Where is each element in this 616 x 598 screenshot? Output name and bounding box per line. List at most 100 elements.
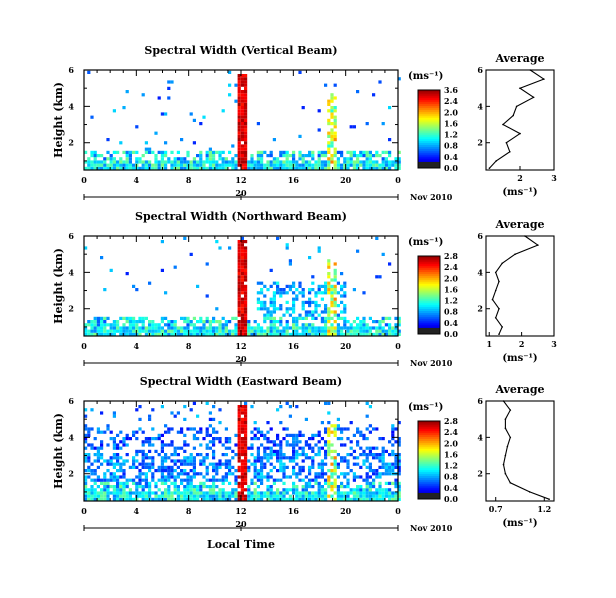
heatmap-cell [96,160,100,164]
heatmap-cell [317,128,321,132]
heatmap-cell [103,485,107,489]
heatmap-cell [160,405,164,409]
heatmap-cell [84,481,88,485]
heatmap-cell [234,163,238,167]
heatmap-cell [215,437,219,441]
heatmap-cell [170,440,174,444]
average-point [494,317,497,319]
heatmap-cell [205,456,209,460]
heatmap-cell [365,414,369,418]
heatmap-cell [167,469,171,473]
heatmap-cell [215,307,219,311]
heatmap-cell [119,326,123,330]
heatmap-cell [112,497,116,501]
heatmap-cell [240,240,244,244]
heatmap-cell [308,329,312,333]
heatmap-cell [330,278,334,282]
heatmap-cell [87,491,91,495]
heatmap-cell [244,262,248,266]
heatmap-cell [375,150,379,154]
heatmap-cell [317,440,321,444]
heatmap-cell [365,437,369,441]
heatmap-cell [186,472,190,476]
heatmap-cell [314,481,318,485]
heatmap-cell [244,112,248,116]
colorbar-segment [418,481,440,484]
y-axis-label: Height (km) [52,82,65,158]
heatmap-cell [340,456,344,460]
heatmap-cell [250,329,254,333]
heatmap-cell [304,154,308,158]
heatmap-cell [372,154,376,158]
heatmap-cell [135,437,139,441]
heatmap-cell [112,163,116,167]
heatmap-cell [100,256,104,260]
heatmap-cell [356,157,360,161]
heatmap-cell [256,332,260,336]
heatmap-cell [292,443,296,447]
heatmap-cell [279,453,283,457]
heatmap-cell [333,122,337,126]
heatmap-cell [260,163,264,167]
heatmap-cell [295,449,299,453]
heatmap-cell [128,491,132,495]
colorbar-segment [418,97,440,101]
heatmap-cell [224,446,228,450]
heatmap-cell [375,472,379,476]
heatmap-cell [391,163,395,167]
heatmap-cell [228,459,232,463]
heatmap-cell [346,465,350,469]
heatmap-cell [244,417,248,421]
heatmap-cell [173,478,177,482]
heatmap-cell [250,497,254,501]
heatmap-cell [132,497,136,501]
heatmap-cell [368,494,372,498]
heatmap-cell [285,310,289,314]
colorbar-unit: (ms⁻¹) [408,237,443,248]
heatmap-cell [183,456,187,460]
heatmap-cell [208,424,212,428]
heatmap-cell [247,166,251,170]
heatmap-cell [151,443,155,447]
heatmap-cell [244,310,248,314]
heatmap-cell [352,154,356,158]
heatmap-cell [199,154,203,158]
heatmap-cells [84,70,401,170]
colorbar-segment [418,99,440,103]
heatmap-cell [135,481,139,485]
heatmap-cell [340,332,344,336]
heatmap-cell [378,437,382,441]
heatmap-cell [100,332,104,336]
heatmap-cell [381,157,385,161]
heatmap-cell [100,491,104,495]
heatmap-cell [276,160,280,164]
heatmap-cell [269,469,273,473]
heatmap-cell [170,163,174,167]
heatmap-cell [311,323,315,327]
heatmap-cell [103,160,107,164]
heatmap-cell [215,150,219,154]
heatmap-cell [87,320,91,324]
heatmap-cell [381,150,385,154]
heatmap-cell [394,481,398,485]
heatmap-cell [298,430,302,434]
heatmap-cell [183,472,187,476]
heatmap-cell [93,446,97,450]
heatmap-cell [263,316,267,320]
heatmap-cell [215,160,219,164]
heatmap-cell [93,323,97,327]
heatmap-cell [132,491,136,495]
heatmap-cell [84,446,88,450]
heatmap-cell [189,166,193,170]
heatmap-cell [272,310,276,314]
heatmap-cell [189,329,193,333]
heatmap-cell [138,320,142,324]
heatmap-cell [343,307,347,311]
heatmap-cell [324,166,328,170]
heatmap-cell [167,160,171,164]
heatmap-cell [288,414,292,418]
heatmap-cell [333,427,337,431]
colorbar-segment [418,460,440,463]
heatmap-cell [215,320,219,324]
heatmap-cell [128,332,132,336]
